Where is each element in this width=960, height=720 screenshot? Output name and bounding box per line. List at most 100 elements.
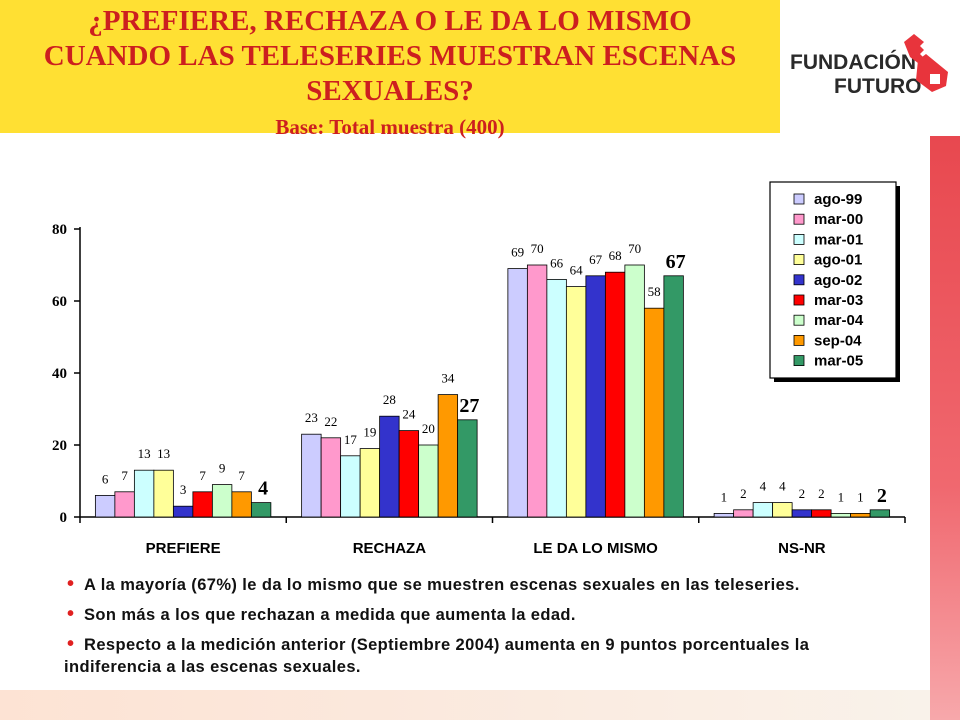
legend-label: mar-00 — [814, 211, 863, 228]
legend-swatch — [793, 213, 805, 225]
legend-swatch — [793, 274, 805, 286]
x-tick-label: NS-NR — [778, 540, 826, 557]
finding-text: Respecto a la medición anterior (Septiem… — [64, 636, 810, 676]
bar — [663, 275, 684, 518]
legend-label: ago-01 — [814, 252, 862, 269]
title-line-3: SEXUALES? — [306, 75, 474, 107]
chart-legend: ago-99 mar-00 mar-01 ago-01 ago-02 mar-03 mar-… — [769, 181, 900, 382]
legend-swatch — [793, 233, 805, 245]
title-banner: ¿PREFIERE, RECHAZA O LE DA LO MISMO CUAN… — [0, 0, 780, 139]
bar — [752, 502, 774, 518]
bullet-dot-icon: • — [67, 603, 75, 625]
data-label: 7 — [121, 468, 128, 483]
title-line-2: CUANDO LAS TELESERIES MUESTRAN ESCENAS — [43, 40, 737, 72]
data-label: 64 — [570, 263, 584, 278]
legend-label: mar-05 — [814, 353, 863, 370]
bar — [114, 491, 135, 518]
data-label: 3 — [180, 482, 187, 497]
bar — [457, 419, 478, 518]
legend-box — [769, 181, 897, 379]
legend-label: ago-99 — [814, 191, 862, 208]
data-label: 70 — [531, 241, 544, 256]
data-label: 2 — [740, 486, 747, 501]
bar — [437, 394, 459, 518]
bullet-dot-icon: • — [67, 573, 75, 595]
y-tick-label: 20 — [52, 438, 67, 454]
data-label: 66 — [550, 255, 564, 270]
bar — [418, 444, 439, 518]
legend-label: ago-02 — [814, 272, 862, 289]
title-line-1: ¿PREFIERE, RECHAZA O LE DA LO MISMO — [88, 5, 692, 37]
bar — [153, 469, 174, 518]
bar — [772, 502, 793, 518]
data-label: 19 — [363, 425, 376, 440]
decorative-right-strip — [930, 136, 960, 720]
x-tick-label: RECHAZA — [353, 540, 426, 557]
data-label: 68 — [609, 248, 622, 263]
fundacion-futuro-logo: FUNDACIÓN FUTURO — [790, 30, 960, 110]
data-label: 69 — [511, 245, 524, 260]
data-label: 24 — [402, 407, 416, 422]
legend-swatch — [793, 193, 805, 205]
data-label: 67 — [589, 252, 603, 267]
data-label: 13 — [138, 446, 151, 461]
bar — [585, 275, 606, 518]
bar — [301, 433, 322, 518]
data-label: 17 — [344, 432, 358, 447]
data-label: 4 — [779, 479, 786, 494]
data-label: 7 — [238, 468, 245, 483]
data-label: 67 — [666, 251, 686, 273]
bar — [211, 484, 233, 518]
data-label: 1 — [857, 489, 864, 504]
data-label: 70 — [628, 241, 641, 256]
chart-bars — [94, 264, 891, 518]
data-label: 2 — [818, 486, 825, 501]
bar — [643, 307, 665, 518]
bar — [133, 469, 155, 518]
legend-swatch — [793, 355, 805, 367]
data-label: 20 — [422, 421, 435, 436]
data-label: 13 — [157, 446, 170, 461]
bar — [850, 513, 871, 518]
bar — [320, 437, 342, 518]
y-tick-label: 80 — [52, 222, 67, 238]
chart-axes: 0 20 40 60 80 PREFIERE RECHAZA LE DA LO MISMO NS… — [52, 222, 906, 557]
data-label: 34 — [441, 371, 455, 386]
bar — [713, 513, 735, 518]
data-label: 1 — [721, 489, 728, 504]
legend-swatch — [793, 334, 805, 346]
y-tick-label: 0 — [60, 510, 68, 526]
bar — [231, 491, 252, 518]
bar — [94, 494, 116, 518]
finding-item: • Son más a los que rechazan a medida qu… — [64, 604, 894, 626]
legend-swatch — [793, 254, 805, 266]
decorative-bottom-strip — [0, 690, 930, 720]
legend-label: sep-04 — [814, 332, 862, 349]
bar — [398, 430, 420, 518]
bar — [192, 491, 213, 518]
bar — [624, 264, 645, 518]
subtitle: Base: Total muestra (400) — [275, 115, 505, 139]
legend-swatch — [793, 314, 805, 326]
legend-swatch — [793, 294, 805, 306]
y-tick-label: 60 — [52, 294, 67, 310]
bar — [379, 415, 400, 518]
bullet-dot-icon: • — [67, 633, 75, 655]
bar — [340, 455, 361, 518]
legend-label: mar-03 — [814, 292, 863, 309]
data-label: 58 — [648, 284, 661, 299]
data-label: 22 — [324, 414, 337, 429]
bar — [250, 502, 272, 518]
data-label: 4 — [258, 478, 268, 500]
bar — [526, 264, 548, 518]
finding-text: A la mayoría (67%) le da lo mismo que se… — [84, 576, 800, 594]
bar — [791, 509, 813, 518]
bar — [733, 509, 754, 518]
data-label: 1 — [838, 489, 845, 504]
legend-label: mar-01 — [814, 231, 863, 248]
bar — [172, 505, 194, 518]
bar — [869, 509, 891, 518]
y-tick-label: 40 — [52, 366, 67, 382]
